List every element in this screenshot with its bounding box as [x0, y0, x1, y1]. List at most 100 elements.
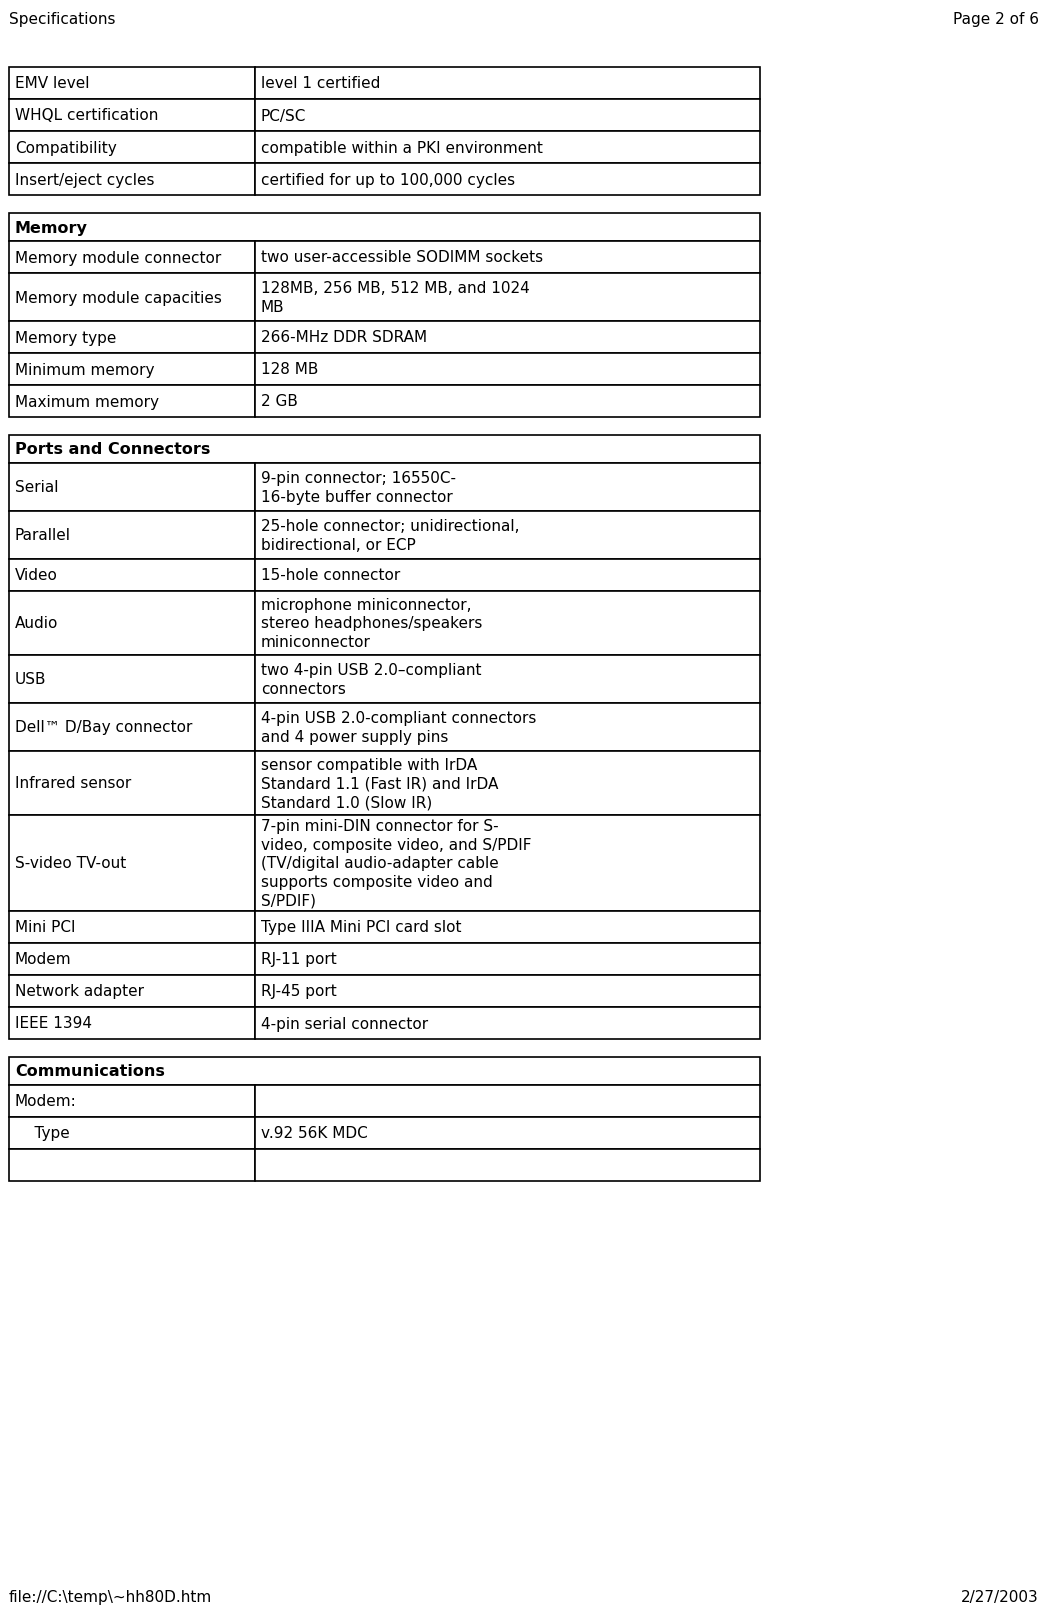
Bar	[255, 704, 759, 752]
Bar	[9, 912, 255, 944]
Text: RJ-11 port: RJ-11 port	[261, 952, 337, 967]
Text: S-video TV-out: S-video TV-out	[15, 855, 126, 872]
Bar	[255, 353, 759, 386]
Bar	[9, 353, 255, 386]
Text: 128 MB: 128 MB	[261, 362, 319, 378]
Bar	[9, 592, 255, 655]
Bar	[255, 912, 759, 944]
Bar	[9, 752, 255, 815]
Text: WHQL certification: WHQL certification	[15, 108, 158, 123]
Bar	[9, 1117, 255, 1149]
Bar	[9, 274, 255, 321]
Text: 9-pin connector; 16550C-
16-byte buffer connector: 9-pin connector; 16550C- 16-byte buffer …	[261, 471, 456, 505]
Bar	[255, 132, 759, 165]
Bar	[9, 242, 255, 274]
Bar	[255, 165, 759, 195]
Bar	[255, 752, 759, 815]
Bar	[9, 975, 255, 1007]
Text: IEEE 1394: IEEE 1394	[15, 1015, 92, 1031]
Text: 2/27/2003: 2/27/2003	[961, 1590, 1039, 1604]
Text: Parallel: Parallel	[15, 528, 71, 544]
Bar	[255, 1117, 759, 1149]
Bar	[9, 436, 759, 463]
Text: microphone miniconnector,
stereo headphones/speakers
miniconnector: microphone miniconnector, stereo headpho…	[261, 597, 483, 650]
Bar	[9, 655, 255, 704]
Text: Memory type: Memory type	[15, 331, 116, 345]
Text: Ports and Connectors: Ports and Connectors	[15, 442, 211, 457]
Text: Memory module capacities: Memory module capacities	[15, 291, 222, 305]
Text: Serial: Serial	[15, 481, 59, 495]
Bar	[255, 1007, 759, 1039]
Bar	[255, 815, 759, 912]
Text: Type: Type	[15, 1127, 69, 1141]
Text: Memory module connector: Memory module connector	[15, 250, 221, 265]
Bar	[255, 1149, 759, 1181]
Bar	[255, 655, 759, 704]
Bar	[9, 386, 255, 418]
Bar	[9, 1149, 255, 1181]
Bar	[255, 386, 759, 418]
Text: Dell™ D/Bay connector: Dell™ D/Bay connector	[15, 720, 192, 734]
Bar	[255, 274, 759, 321]
Text: Modem: Modem	[15, 952, 71, 967]
Bar	[255, 321, 759, 353]
Text: Network adapter: Network adapter	[15, 985, 144, 999]
Bar	[255, 512, 759, 560]
Bar	[255, 975, 759, 1007]
Text: 2 GB: 2 GB	[261, 394, 298, 410]
Bar	[9, 100, 255, 132]
Bar	[9, 1085, 255, 1117]
Bar	[255, 944, 759, 975]
Text: compatible within a PKI environment: compatible within a PKI environment	[261, 140, 543, 155]
Text: Type IIIA Mini PCI card slot: Type IIIA Mini PCI card slot	[261, 920, 462, 935]
Text: 4-pin USB 2.0-compliant connectors
and 4 power supply pins: 4-pin USB 2.0-compliant connectors and 4…	[261, 710, 536, 744]
Text: Memory: Memory	[15, 221, 88, 236]
Text: Modem:: Modem:	[15, 1094, 77, 1109]
Bar	[9, 512, 255, 560]
Bar	[9, 1007, 255, 1039]
Text: Infrared sensor: Infrared sensor	[15, 776, 131, 791]
Bar	[255, 100, 759, 132]
Text: Insert/eject cycles: Insert/eject cycles	[15, 173, 154, 187]
Text: two user-accessible SODIMM sockets: two user-accessible SODIMM sockets	[261, 250, 543, 265]
Text: Minimum memory: Minimum memory	[15, 362, 154, 378]
Text: 15-hole connector: 15-hole connector	[261, 568, 401, 583]
Bar	[9, 68, 255, 100]
Text: 266-MHz DDR SDRAM: 266-MHz DDR SDRAM	[261, 331, 427, 345]
Bar	[9, 704, 255, 752]
Text: level 1 certified: level 1 certified	[261, 76, 381, 92]
Text: EMV level: EMV level	[15, 76, 89, 92]
Bar	[9, 1057, 759, 1085]
Text: sensor compatible with IrDA
Standard 1.1 (Fast IR) and IrDA
Standard 1.0 (Slow I: sensor compatible with IrDA Standard 1.1…	[261, 757, 498, 810]
Text: two 4-pin USB 2.0–compliant
connectors: two 4-pin USB 2.0–compliant connectors	[261, 663, 481, 696]
Bar	[9, 165, 255, 195]
Text: RJ-45 port: RJ-45 port	[261, 985, 337, 999]
Bar	[255, 560, 759, 592]
Text: 7-pin mini-DIN connector for S-
video, composite video, and S/PDIF
(TV/digital a: 7-pin mini-DIN connector for S- video, c…	[261, 818, 532, 909]
Bar	[255, 1085, 759, 1117]
Bar	[9, 321, 255, 353]
Text: Audio: Audio	[15, 617, 59, 631]
Bar	[9, 944, 255, 975]
Bar	[9, 132, 255, 165]
Bar	[255, 592, 759, 655]
Text: Mini PCI: Mini PCI	[15, 920, 76, 935]
Bar	[255, 463, 759, 512]
Bar	[255, 68, 759, 100]
Text: 4-pin serial connector: 4-pin serial connector	[261, 1015, 428, 1031]
Text: Communications: Communications	[15, 1064, 165, 1078]
Text: Compatibility: Compatibility	[15, 140, 116, 155]
Text: Video: Video	[15, 568, 58, 583]
Bar	[9, 215, 759, 242]
Bar	[9, 463, 255, 512]
Text: v.92 56K MDC: v.92 56K MDC	[261, 1127, 368, 1141]
Text: USB: USB	[15, 671, 46, 688]
Text: Specifications: Specifications	[9, 11, 115, 27]
Text: file://C:\temp\~hh80D.htm: file://C:\temp\~hh80D.htm	[9, 1590, 212, 1604]
Text: 25-hole connector; unidirectional,
bidirectional, or ECP: 25-hole connector; unidirectional, bidir…	[261, 518, 519, 552]
Text: Maximum memory: Maximum memory	[15, 394, 159, 410]
Bar	[255, 242, 759, 274]
Text: Page 2 of 6: Page 2 of 6	[952, 11, 1039, 27]
Bar	[9, 815, 255, 912]
Text: certified for up to 100,000 cycles: certified for up to 100,000 cycles	[261, 173, 515, 187]
